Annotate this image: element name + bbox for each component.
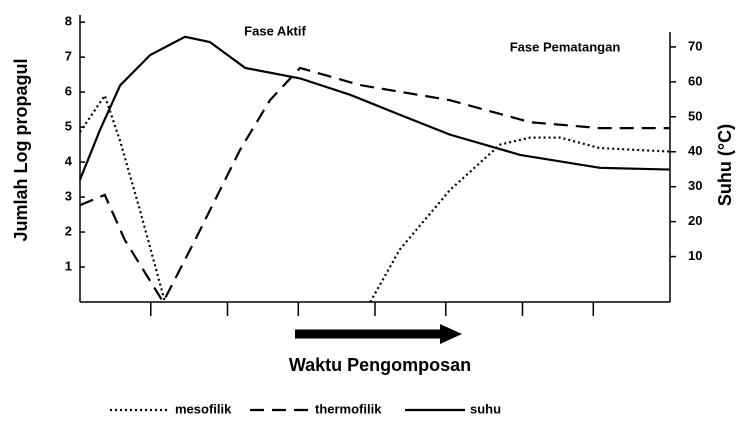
y2-tick-label: 20: [688, 213, 702, 228]
annotation: Fase Aktif: [244, 23, 306, 38]
y-tick-label: 4: [65, 154, 73, 169]
y-tick-label: 1: [65, 258, 72, 273]
y2-tick-label: 60: [688, 73, 702, 88]
series-line: [79, 66, 670, 305]
legend-label: suhu: [470, 401, 501, 416]
time-arrow-head: [440, 324, 462, 344]
y2-tick-label: 30: [688, 178, 702, 193]
y-tick-label: 5: [65, 119, 72, 134]
legend-label: mesofilik: [175, 401, 232, 416]
y2-tick-label: 10: [688, 248, 702, 263]
y-axis-title: Jumlah Log propagul: [11, 59, 31, 242]
series-line: [79, 93, 671, 303]
series-line: [78, 35, 671, 181]
y2-tick-label: 70: [688, 38, 702, 53]
annotation: Fase Pematangan: [510, 39, 621, 54]
y2-tick-label: 40: [688, 143, 702, 158]
y2-tick-label: 50: [688, 108, 702, 123]
y-tick-label: 3: [65, 188, 72, 203]
x-axis-title: Waktu Pengomposan: [289, 355, 471, 375]
y2-axis-title: Suhu (°C): [715, 124, 735, 206]
y-tick-label: 7: [65, 49, 72, 64]
legend-label: thermofilik: [315, 401, 382, 416]
y-tick-label: 8: [65, 14, 72, 29]
y-tick-label: 2: [65, 223, 72, 238]
y-tick-label: 6: [65, 84, 72, 99]
